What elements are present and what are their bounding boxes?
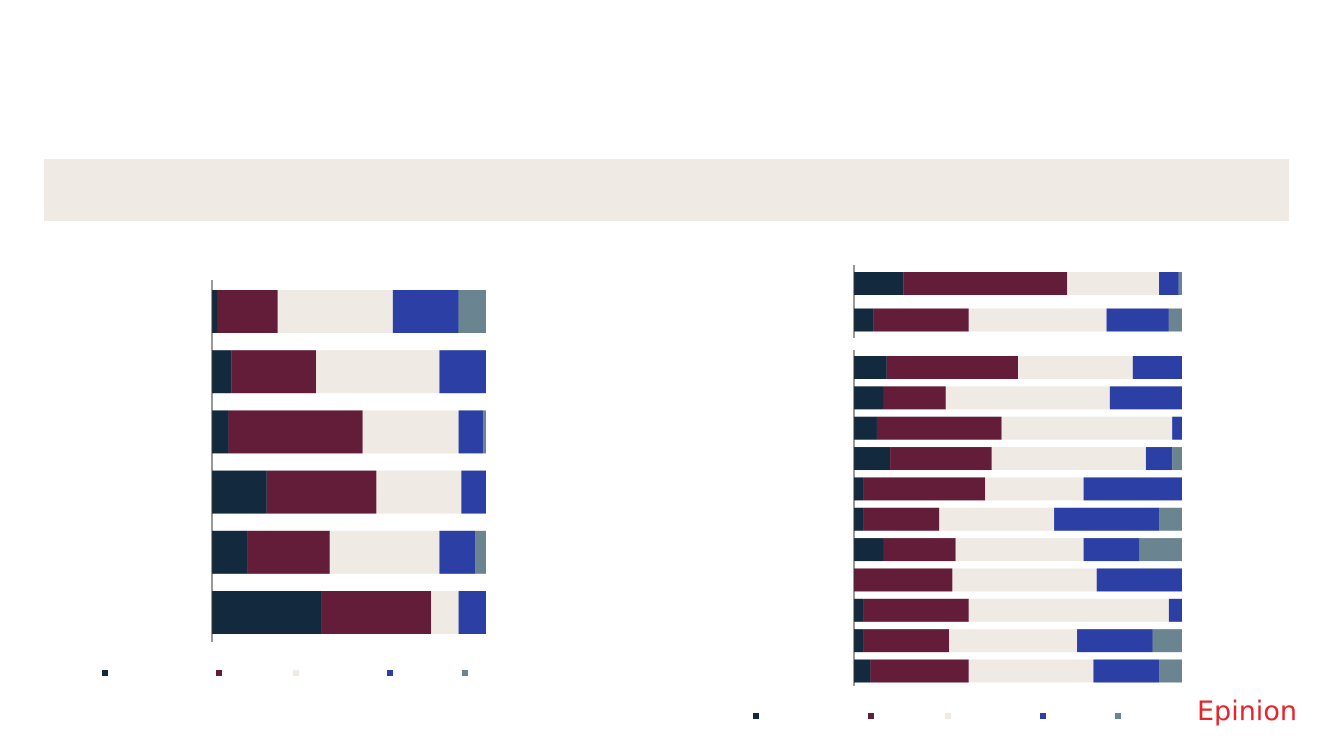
right-group1-bar-2-segment-3 xyxy=(968,308,1107,332)
left-bar-4-segment-3 xyxy=(376,470,462,514)
left-legend-swatch-2 xyxy=(216,670,222,676)
right-group2-bar-9-segment-2 xyxy=(863,598,969,622)
left-bar-6-segment-1 xyxy=(212,591,322,634)
left-bar-1-segment-5 xyxy=(458,290,486,333)
left-bar-1-segment-3 xyxy=(277,290,393,333)
right-group2-bar-1-segment-2 xyxy=(886,356,1018,379)
right-group2-bar-2-segment-2 xyxy=(883,386,946,410)
right-legend-swatch-3 xyxy=(945,713,951,719)
right-group1-bar-1-segment-1 xyxy=(854,272,904,295)
right-group2-bar-10-segment-4 xyxy=(1077,629,1153,653)
left-legend-swatch-3 xyxy=(293,670,299,676)
right-group2-bar-1-segment-3 xyxy=(1018,356,1133,379)
right-group2-bar-8-segment-3 xyxy=(952,568,1097,592)
right-legend-swatch-4 xyxy=(1040,713,1046,719)
left-legend-swatch-5 xyxy=(462,670,468,676)
right-group2-bar-6-segment-5 xyxy=(1159,507,1182,531)
right-group2-bar-10-segment-1 xyxy=(854,629,864,653)
right-legend-swatch-1 xyxy=(753,713,759,719)
right-group2-bar-2-segment-1 xyxy=(854,386,884,410)
right-group2-bar-3-segment-3 xyxy=(1001,416,1173,440)
right-group2-bar-7-segment-2 xyxy=(883,538,956,562)
right-group2-bar-2-segment-3 xyxy=(945,386,1110,410)
left-bar-1-segment-4 xyxy=(392,290,459,333)
right-group2-bar-9-segment-1 xyxy=(854,598,864,622)
right-group2-bar-6-segment-4 xyxy=(1054,507,1160,531)
right-group2-bar-7-segment-5 xyxy=(1139,538,1182,562)
right-group2-bar-11-segment-3 xyxy=(968,659,1094,683)
left-bar-6-segment-4 xyxy=(458,591,486,634)
right-group2-bar-4-segment-5 xyxy=(1172,447,1182,471)
right-group2-bar-4-segment-1 xyxy=(854,447,891,471)
left-bar-2-segment-4 xyxy=(439,350,486,394)
left-bar-3-segment-1 xyxy=(212,410,229,454)
right-group2-bar-6-segment-1 xyxy=(854,507,864,531)
right-group2-bar-10-segment-2 xyxy=(863,629,950,653)
left-bar-2-segment-2 xyxy=(231,350,317,394)
left-bar-5-segment-5 xyxy=(475,530,486,574)
right-group2-bar-4-segment-4 xyxy=(1145,447,1173,471)
right-group2-bar-3-segment-4 xyxy=(1172,416,1182,440)
left-bar-1-segment-1 xyxy=(212,290,218,333)
left-bar-4-segment-4 xyxy=(461,470,486,514)
left-bar-2-segment-1 xyxy=(212,350,232,394)
right-group2-bar-7-segment-1 xyxy=(854,538,884,562)
right-group2-bar-5-segment-2 xyxy=(863,477,986,501)
right-group2-bar-1-segment-1 xyxy=(854,356,887,379)
right-group2-bar-7-segment-3 xyxy=(955,538,1084,562)
left-bar-3-segment-3 xyxy=(362,410,459,454)
right-group2-bar-6-segment-2 xyxy=(863,507,940,531)
right-group1-bar-2-segment-4 xyxy=(1106,308,1169,332)
right-group2-bar-8-segment-2 xyxy=(854,568,953,592)
right-group2-bar-6-segment-3 xyxy=(939,507,1055,531)
right-group1-bar-1-segment-5 xyxy=(1178,272,1182,295)
right-legend-swatch-2 xyxy=(868,713,874,719)
right-legend-swatch-5 xyxy=(1115,713,1121,719)
left-bar-1-segment-2 xyxy=(217,290,278,333)
left-bar-5-segment-2 xyxy=(247,530,330,574)
left-legend-swatch-4 xyxy=(387,670,393,676)
brand-logo: Epinion xyxy=(1197,696,1297,727)
left-bar-6-segment-3 xyxy=(431,591,459,634)
left-bar-5-segment-3 xyxy=(329,530,440,574)
right-group1-bar-1-segment-2 xyxy=(903,272,1068,295)
left-bar-4-segment-1 xyxy=(212,470,267,514)
right-group2-bar-3-segment-1 xyxy=(854,416,877,440)
left-bar-4-segment-2 xyxy=(266,470,377,514)
right-group2-bar-11-segment-1 xyxy=(854,659,871,683)
right-group2-bar-5-segment-1 xyxy=(854,477,864,501)
left-bar-3-segment-5 xyxy=(483,410,486,454)
right-group2-bar-10-segment-5 xyxy=(1152,629,1182,653)
right-group1-bar-2-segment-2 xyxy=(873,308,969,332)
left-bar-3-segment-2 xyxy=(228,410,363,454)
left-bar-2-segment-3 xyxy=(316,350,440,394)
right-group2-bar-9-segment-4 xyxy=(1168,598,1182,622)
right-group2-bar-8-segment-4 xyxy=(1096,568,1182,592)
right-group2-bar-2-segment-4 xyxy=(1109,386,1182,410)
right-group2-bar-11-segment-5 xyxy=(1159,659,1182,683)
right-group1-bar-2-segment-1 xyxy=(854,308,874,332)
left-legend-swatch-1 xyxy=(102,670,108,676)
right-group2-bar-4-segment-2 xyxy=(890,447,992,471)
right-group2-bar-10-segment-3 xyxy=(949,629,1078,653)
right-group2-bar-11-segment-4 xyxy=(1093,659,1160,683)
right-group2-bar-5-segment-3 xyxy=(985,477,1084,501)
right-group1-bar-1-segment-3 xyxy=(1067,272,1160,295)
left-bar-3-segment-4 xyxy=(458,410,484,454)
right-group2-bar-11-segment-2 xyxy=(870,659,969,683)
left-bar-6-segment-2 xyxy=(321,591,432,634)
right-group2-bar-5-segment-4 xyxy=(1083,477,1182,501)
right-group2-bar-4-segment-3 xyxy=(991,447,1146,471)
right-group2-bar-9-segment-3 xyxy=(968,598,1169,622)
right-group1-bar-2-segment-5 xyxy=(1168,308,1182,332)
left-bar-5-segment-1 xyxy=(212,530,248,574)
right-group2-bar-3-segment-2 xyxy=(876,416,1002,440)
header-banner xyxy=(44,159,1289,221)
right-group2-bar-1-segment-4 xyxy=(1132,356,1182,379)
right-group1-bar-1-segment-4 xyxy=(1159,272,1179,295)
left-bar-5-segment-4 xyxy=(439,530,476,574)
right-group2-bar-7-segment-4 xyxy=(1083,538,1140,562)
